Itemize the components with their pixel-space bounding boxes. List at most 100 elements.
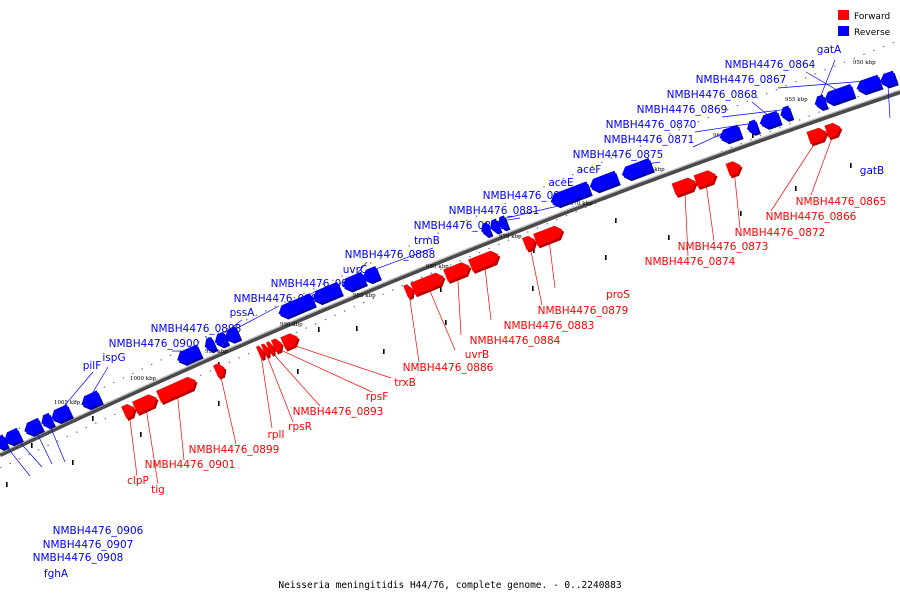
gene-label-nmbh4476-0875[interactable]: NMBH4476_0875	[573, 149, 664, 161]
gene-arrow-gatb[interactable]	[879, 70, 897, 87]
gene-label-nmbh4476-0873[interactable]: NMBH4476_0873	[678, 241, 769, 253]
gene-label-nmbh4476-0881[interactable]: NMBH4476_0881	[449, 205, 540, 217]
gene-label-nmbh4476-0884[interactable]: NMBH4476_0884	[470, 335, 561, 347]
leader-line-nmbh4476-0873	[705, 181, 715, 242]
gene-arrow-nmbh4476-0866[interactable]	[806, 127, 827, 145]
gene-label-nmbh4476-0870[interactable]: NMBH4476_0870	[606, 119, 697, 131]
gene-arrow-nmbh4476-0888[interactable]	[342, 271, 367, 291]
gene-arrow-trxb[interactable]	[280, 333, 298, 350]
leader-line-gata	[819, 59, 836, 99]
gene-arrow-pssa[interactable]	[214, 331, 229, 347]
gene-label-pilf[interactable]: pilF	[83, 360, 102, 372]
gene-label-nmbh4476-0907[interactable]: NMBH4476_0907	[43, 539, 134, 551]
gene-label-nmbh4476-0882[interactable]: NMBH4476_0882	[414, 220, 505, 232]
gene-arrow-ispg[interactable]	[81, 390, 103, 409]
gene-arrow-acef[interactable]	[589, 170, 619, 192]
gene-label-nmbh4476-0890[interactable]: NMBH4476_0890	[271, 278, 362, 290]
gene-label-acef[interactable]: aceF	[577, 164, 602, 176]
gene-label-acee[interactable]: aceE	[548, 177, 573, 189]
gene-arrow-nmbh4476-0880[interactable]	[498, 215, 509, 230]
gene-label-nmbh4476-0865[interactable]: NMBH4476_0865	[796, 196, 887, 208]
gene-label-nmbh4476-0880[interactable]: NMBH4476_0880	[483, 190, 574, 202]
gene-label-pros[interactable]: proS	[606, 289, 630, 301]
gene-arrow-nmbh4476-0881[interactable]	[490, 218, 501, 233]
gene-label-nmbh4476-0906[interactable]: NMBH4476_0906	[53, 525, 144, 537]
gene-arrow-nmbh4476-0870[interactable]	[746, 119, 760, 134]
gene-arrow-nmbh4476-0898[interactable]	[204, 336, 217, 352]
gene-label-uvrc[interactable]: uvrC	[343, 264, 368, 276]
gene-arrow-nmbh4476-0901[interactable]	[156, 376, 196, 403]
gene-arrow-nmbh4476-0899[interactable]	[213, 363, 225, 378]
gene-label-gatb[interactable]: gatB	[860, 165, 884, 177]
gene-label-nmbh4476-0871[interactable]: NMBH4476_0871	[604, 134, 695, 146]
gene-arrow-nmbh4476-0872[interactable]	[725, 161, 741, 177]
gene-label-nmbh4476-0868[interactable]: NMBH4476_0868	[667, 89, 758, 101]
gene-label-nmbh4476-0874[interactable]: NMBH4476_0874	[645, 256, 736, 268]
gene-label-ispg[interactable]: ispG	[102, 352, 125, 364]
gene-label-fgha[interactable]: fghA	[44, 568, 69, 580]
gene-arrow-nmbh4476-0884[interactable]	[443, 262, 470, 282]
gene-arrow-rpli[interactable]	[255, 345, 264, 359]
gene-arrow-nmbh4476-0874[interactable]	[671, 177, 696, 196]
gene-arrow-nmbh4476-0908[interactable]	[4, 427, 23, 445]
gene-arrow-trmb[interactable]	[362, 266, 381, 282]
gene-label-nmbh4476-0867[interactable]: NMBH4476_0867	[696, 74, 787, 86]
leader-line-uvrb	[427, 286, 456, 351]
gene-label-rpsf[interactable]: rpsF	[366, 391, 389, 403]
gene-arrow-nmbh4476-0875[interactable]	[621, 158, 654, 179]
gene-label-nmbh4476-0898[interactable]: NMBH4476_0898	[151, 323, 242, 335]
gene-arrow-nmbh4476-0869[interactable]	[780, 105, 793, 120]
gene-arrow-pros[interactable]	[533, 225, 563, 247]
gene-arrow-nmbh4476-0879[interactable]	[522, 235, 536, 251]
gene-label-uvrb[interactable]: uvrB	[465, 349, 489, 361]
gene-arrow-nmbh4476-0867[interactable]	[856, 74, 882, 94]
gene-label-clpp[interactable]: clpP	[127, 475, 149, 487]
gene-label-nmbh4476-0896[interactable]: NMBH4476_0896	[234, 293, 325, 305]
gene-arrow-nmbh4476-0907[interactable]	[24, 417, 44, 435]
gene-label-trmb[interactable]: trmB	[414, 235, 440, 247]
gene-arrow-pilf[interactable]	[51, 404, 73, 422]
gene-label-nmbh4476-0872[interactable]: NMBH4476_0872	[735, 227, 826, 239]
gene-arrow-fgha[interactable]	[0, 434, 9, 449]
gene-arrow-nmbh4476-0865[interactable]	[824, 122, 841, 139]
gene-arrow-rpsf[interactable]	[270, 338, 282, 353]
gene-label-pssa[interactable]: pssA	[230, 307, 256, 319]
gene-label-nmbh4476-0901[interactable]: NMBH4476_0901	[145, 459, 236, 471]
gene-arrow-clpp[interactable]	[121, 404, 135, 419]
gene-label-nmbh4476-0886[interactable]: NMBH4476_0886	[403, 362, 494, 374]
gene-arrow-acee[interactable]	[550, 181, 591, 206]
gene-arrow-nmbh4476-0893[interactable]	[265, 341, 274, 355]
gene-label-nmbh4476-0864[interactable]: NMBH4476_0864	[725, 59, 816, 71]
gene-label-nmbh4476-0888[interactable]: NMBH4476_0888	[345, 249, 436, 261]
gene-label-nmbh4476-0893[interactable]: NMBH4476_0893	[293, 406, 384, 418]
gene-arrow-gata[interactable]	[814, 94, 827, 109]
gene-arrow-nmbh4476-0890[interactable]	[278, 293, 316, 318]
gene-label-nmbh4476-0869[interactable]: NMBH4476_0869	[637, 104, 728, 116]
gene-label-trxb[interactable]: trxB	[394, 377, 416, 389]
gene-label-rpli[interactable]: rplI	[268, 429, 285, 441]
gene-arrow-nmbh4476-0882[interactable]	[481, 222, 492, 236]
gene-arrow-nmbh4476-0886[interactable]	[403, 284, 413, 298]
gene-label-tig[interactable]: tig	[151, 484, 165, 496]
gene-label-nmbh4476-0883[interactable]: NMBH4476_0883	[504, 320, 595, 332]
gene-arrow-nmbh4476-0868[interactable]	[759, 110, 781, 128]
gene-arrow-nmbh4476-0883[interactable]	[468, 250, 499, 272]
gene-arrow-tig[interactable]	[132, 394, 157, 414]
gene-label-nmbh4476-0899[interactable]: NMBH4476_0899	[189, 444, 280, 456]
gene-arrow-uvrb[interactable]	[410, 272, 444, 296]
gene-arrow-rpsr[interactable]	[260, 343, 269, 357]
gene-arrow-nmbh4476-0900[interactable]	[177, 344, 202, 364]
gene-label-rpsr[interactable]: rpsR	[288, 421, 312, 433]
gene-arrow-uvrc[interactable]	[312, 281, 343, 303]
gene-label-nmbh4476-0900[interactable]: NMBH4476_0900	[109, 338, 200, 350]
gene-arrow-nmbh4476-0906[interactable]	[41, 412, 55, 428]
gene-arrow-nmbh4476-0896[interactable]	[224, 326, 241, 342]
gene-label-nmbh4476-0908[interactable]: NMBH4476_0908	[33, 552, 124, 564]
gene-label-nmbh4476-0879[interactable]: NMBH4476_0879	[538, 305, 629, 317]
gene-arrow-nmbh4476-0864[interactable]	[824, 84, 855, 104]
gene-arrow-nmbh4476-0871[interactable]	[719, 124, 742, 142]
gene-label-gata[interactable]: gatA	[817, 44, 842, 56]
leader-line-nmbh4476-0868	[751, 101, 770, 117]
gene-arrow-nmbh4476-0873[interactable]	[693, 170, 716, 188]
gene-label-nmbh4476-0866[interactable]: NMBH4476_0866	[766, 211, 857, 223]
